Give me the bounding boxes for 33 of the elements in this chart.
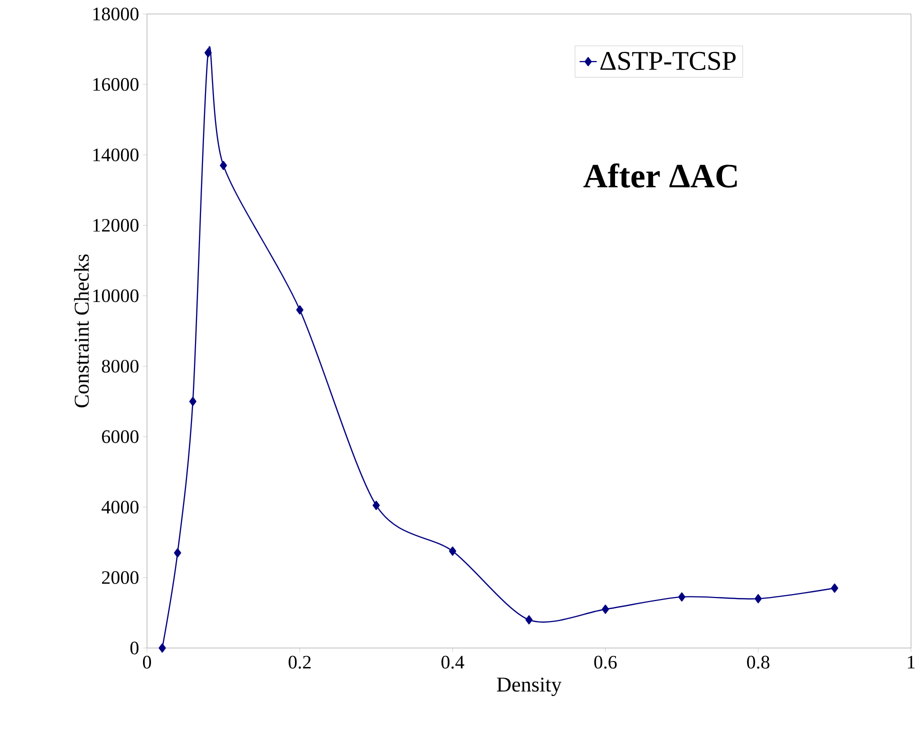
point	[831, 584, 838, 593]
point	[602, 604, 610, 614]
point	[204, 48, 212, 58]
y-tick-label: 8000	[102, 360, 138, 373]
y-tick-label: 2000	[102, 571, 138, 584]
point	[754, 594, 762, 604]
x-tick-label: 0.2	[288, 656, 311, 669]
point	[220, 160, 227, 170]
point	[158, 643, 166, 653]
point	[372, 500, 380, 510]
point	[174, 548, 182, 558]
x-axis-title: Density	[496, 678, 562, 696]
y-tick-label: 16000	[93, 78, 138, 91]
point	[449, 546, 456, 556]
y-tick-label: 14000	[93, 148, 138, 162]
x-tick-label: 0.8	[747, 656, 770, 669]
y-tick-label: 12000	[93, 218, 138, 232]
point	[296, 305, 304, 314]
y-axis-title: Constraint Checks	[74, 254, 89, 408]
point	[525, 615, 533, 624]
y-tick-label: 4000	[102, 500, 138, 514]
y-tick-label: 0	[130, 642, 138, 654]
legend-label: ΔSTP-TCSP	[600, 52, 736, 70]
y-tick-label: 10000	[93, 289, 138, 302]
point	[189, 396, 196, 406]
x-tick-label: 0.6	[594, 656, 617, 669]
y-tick-label: 6000	[102, 430, 138, 444]
y-tick-label: 18000	[93, 8, 138, 20]
x-tick-label: 1	[908, 656, 915, 668]
point	[678, 592, 686, 602]
x-tick-label: 0.4	[441, 656, 464, 669]
annotation: After ΔAC	[583, 163, 737, 188]
x-tick-label: 0	[142, 656, 152, 669]
